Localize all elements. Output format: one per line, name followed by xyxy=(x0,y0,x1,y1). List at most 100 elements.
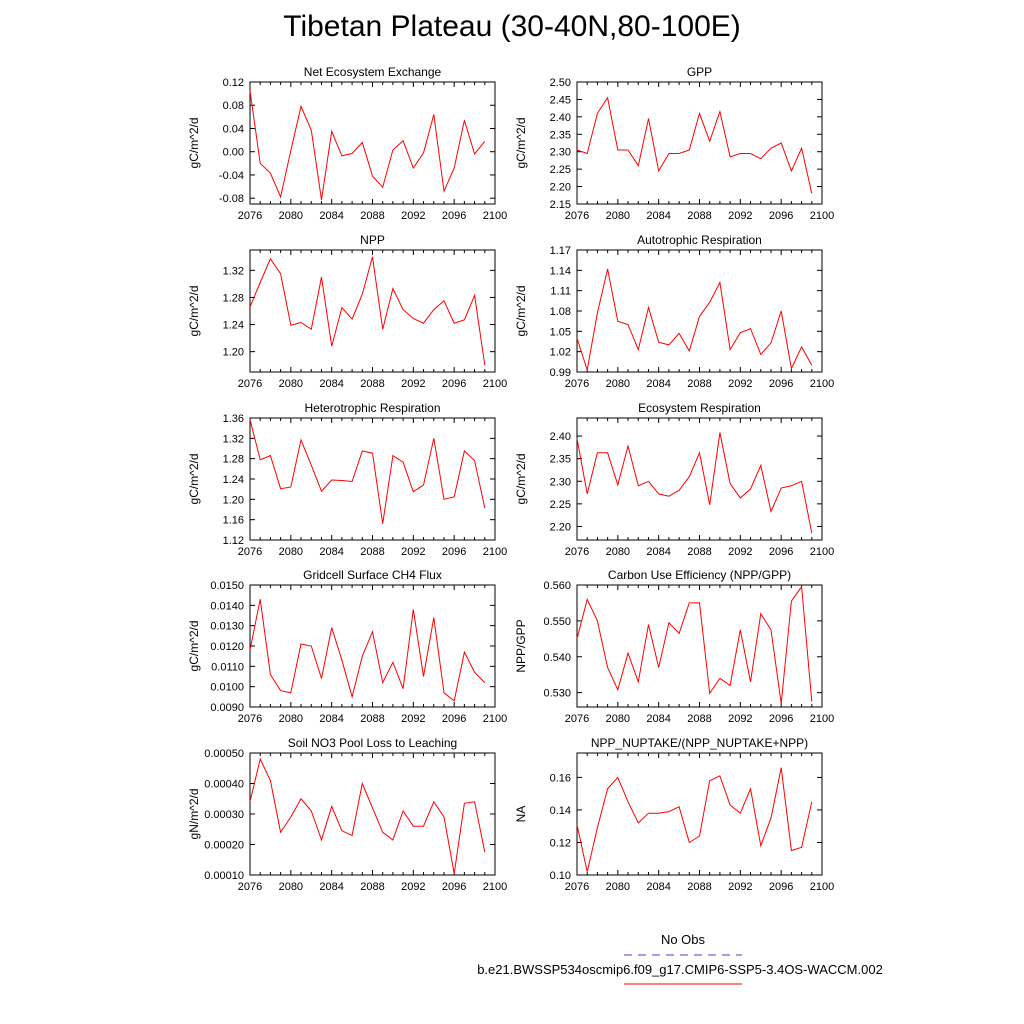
x-tick-label: 2076 xyxy=(565,210,589,222)
plot-frame xyxy=(576,417,823,541)
x-tick-label: 2084 xyxy=(646,378,670,390)
y-tick-label: 0.10 xyxy=(550,870,571,882)
page-title: Tibetan Plateau (30-40N,80-100E) xyxy=(283,10,741,43)
panel-gridcell-surface-ch4-flux: Gridcell Surface CH4 Flux gC/m^2/d 2076 208… xyxy=(187,568,507,725)
x-tick-label: 2096 xyxy=(442,713,466,725)
y-tick-label: 1.20 xyxy=(223,347,244,359)
y-tick-label: 0.0150 xyxy=(210,580,244,592)
y-tick-label: 1.32 xyxy=(223,433,244,445)
plot-frame xyxy=(576,752,823,876)
x-tick-label: 2100 xyxy=(810,210,834,222)
x-tick-label: 2080 xyxy=(606,546,630,558)
panel-heterotrophic-respiration: Heterotrophic Respiration gC/m^2/d 2076 208… xyxy=(187,401,507,558)
y-tick-label: 1.28 xyxy=(223,454,244,466)
plot-frame xyxy=(576,81,823,205)
x-tick-label: 2088 xyxy=(360,546,384,558)
series-line xyxy=(576,767,813,872)
x-tick-label: 2084 xyxy=(319,546,343,558)
x-tick-label: 2080 xyxy=(279,881,303,893)
y-axis-label: gC/m^2/d xyxy=(187,118,201,169)
y-tick-label: 1.12 xyxy=(223,535,244,547)
x-tick-label: 2076 xyxy=(565,713,589,725)
y-tick-label: 0.0090 xyxy=(210,702,244,714)
x-tick-label: 2100 xyxy=(483,713,507,725)
y-tick-label: 0.12 xyxy=(550,837,571,849)
panel-title: GPP xyxy=(687,65,712,79)
y-tick-label: 1.24 xyxy=(223,320,244,332)
plot-frame xyxy=(576,249,823,373)
y-axis-label: gC/m^2/d xyxy=(514,118,528,169)
y-tick-label: 0.00040 xyxy=(204,779,244,791)
y-tick-label: 2.50 xyxy=(550,77,571,89)
y-tick-label: 2.20 xyxy=(550,521,571,533)
x-tick-label: 2080 xyxy=(279,713,303,725)
y-tick-label: 1.24 xyxy=(223,474,244,486)
x-tick-label: 2076 xyxy=(565,378,589,390)
x-tick-label: 2100 xyxy=(483,881,507,893)
x-tick-label: 2092 xyxy=(728,881,752,893)
series-line xyxy=(576,432,813,534)
y-tick-label: 0.00 xyxy=(223,147,244,159)
panel-title: Net Ecosystem Exchange xyxy=(304,65,442,79)
x-tick-label: 2096 xyxy=(442,378,466,390)
x-tick-label: 2100 xyxy=(810,546,834,558)
x-tick-label: 2100 xyxy=(810,713,834,725)
x-tick-label: 2084 xyxy=(319,881,343,893)
x-tick-label: 2076 xyxy=(238,881,262,893)
x-tick-label: 2076 xyxy=(565,546,589,558)
x-tick-label: 2092 xyxy=(401,713,425,725)
plot-frame xyxy=(249,752,496,876)
x-tick-label: 2096 xyxy=(769,713,793,725)
y-tick-label: 0.530 xyxy=(543,688,571,700)
panel-autotrophic-respiration: Autotrophic Respiration gC/m^2/d 2076 2080 2… xyxy=(514,233,834,390)
y-tick-label: 0.04 xyxy=(223,123,244,135)
y-tick-label: 0.99 xyxy=(550,367,571,379)
panel-title: Autotrophic Respiration xyxy=(637,233,762,247)
y-tick-label: 1.36 xyxy=(223,413,244,425)
x-tick-label: 2076 xyxy=(238,713,262,725)
panel-net-ecosystem-exchange: Net Ecosystem Exchange gC/m^2/d 2076 2080 20… xyxy=(187,65,507,222)
legend-obs-label: No Obs xyxy=(660,932,706,947)
y-axis-label: NPP/GPP xyxy=(514,619,528,672)
series-line xyxy=(249,419,486,524)
plot-frame xyxy=(249,249,496,373)
y-tick-label: 2.35 xyxy=(550,129,571,141)
y-tick-label: 1.28 xyxy=(223,292,244,304)
y-axis-label: gC/m^2/d xyxy=(187,621,201,672)
y-axis-label: gN/m^2/d xyxy=(187,789,201,840)
x-tick-label: 2076 xyxy=(238,546,262,558)
plot-frame xyxy=(249,81,496,205)
x-tick-label: 2088 xyxy=(687,713,711,725)
x-tick-label: 2084 xyxy=(646,713,670,725)
x-tick-label: 2096 xyxy=(769,546,793,558)
y-tick-label: 2.25 xyxy=(550,164,571,176)
y-tick-label: 0.12 xyxy=(223,77,244,89)
y-tick-label: 0.16 xyxy=(550,772,571,784)
x-tick-label: 2088 xyxy=(687,378,711,390)
panel-npp: NPP gC/m^2/d 2076 2080 2084 2088 2092 2096 2100 1… xyxy=(187,233,507,390)
x-tick-label: 2080 xyxy=(279,378,303,390)
y-tick-label: 2.15 xyxy=(550,199,571,211)
y-tick-label: 0.00030 xyxy=(204,809,244,821)
panel-soil-no3-pool-loss-to-leaching: Soil NO3 Pool Loss to Leaching gN/m^2/d 20… xyxy=(187,736,507,893)
x-tick-label: 2080 xyxy=(279,546,303,558)
y-tick-label: 0.14 xyxy=(550,805,571,817)
x-tick-label: 2096 xyxy=(769,378,793,390)
x-tick-label: 2088 xyxy=(687,210,711,222)
x-tick-label: 2096 xyxy=(769,210,793,222)
x-tick-label: 2092 xyxy=(401,210,425,222)
series-line xyxy=(576,585,813,704)
panel-title: NPP_NUPTAKE/(NPP_NUPTAKE+NPP) xyxy=(591,736,808,750)
y-axis-label: gC/m^2/d xyxy=(187,454,201,505)
y-tick-label: 1.05 xyxy=(550,326,571,338)
x-tick-label: 2096 xyxy=(769,881,793,893)
y-tick-label: 1.11 xyxy=(550,286,571,298)
y-tick-label: 2.40 xyxy=(550,431,571,443)
y-tick-label: 0.00050 xyxy=(204,748,244,760)
panel-title: Soil NO3 Pool Loss to Leaching xyxy=(288,736,457,750)
x-tick-label: 2080 xyxy=(606,713,630,725)
x-tick-label: 2100 xyxy=(483,378,507,390)
y-tick-label: 1.17 xyxy=(550,245,571,257)
x-tick-label: 2096 xyxy=(442,546,466,558)
x-tick-label: 2080 xyxy=(606,378,630,390)
